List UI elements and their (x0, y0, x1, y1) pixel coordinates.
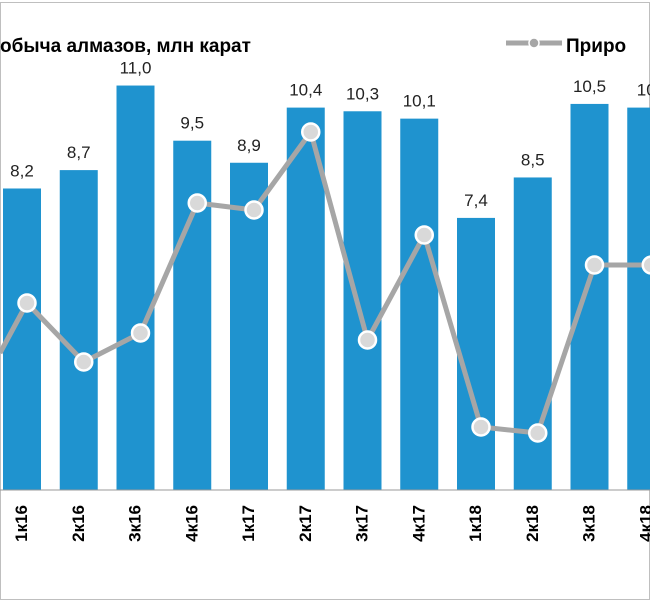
x-tick-label-4к18: 4к18 (636, 505, 650, 542)
line-point-3к16 (130, 323, 151, 343)
x-tick-label-2к18: 2к18 (523, 505, 542, 542)
line-point-1к17 (244, 200, 264, 220)
bar-value-label-1к16: 8,2 (10, 161, 34, 180)
bar-3к18 (570, 103, 609, 490)
bar-1к18 (457, 217, 495, 490)
bar-value-label-3к18: 10,5 (573, 77, 606, 96)
bar-value-label-1к17: 8,9 (237, 136, 261, 155)
bar-value-label-4к18: 10 (637, 81, 650, 100)
bar-4к17 (400, 118, 439, 490)
legend-line-series-label: Приро (566, 36, 626, 57)
bar-4к18 (627, 107, 650, 490)
line-point-1к18 (471, 417, 491, 437)
line-series-group (0, 122, 650, 443)
x-tick-label-4к16: 4к16 (182, 505, 201, 542)
bar-value-label-4к16: 9,5 (180, 114, 204, 133)
line-point-4к16 (187, 193, 207, 213)
bar-2к17 (286, 107, 325, 490)
x-tick-label-2к17: 2к17 (296, 505, 315, 542)
line-point-4к17 (414, 225, 434, 245)
line-point-4к18 (641, 255, 650, 275)
bar-value-label-4к17: 10,1 (403, 92, 436, 111)
x-tick-label-1к17: 1к17 (239, 505, 258, 542)
x-tick-label-4к17: 4к17 (409, 505, 428, 542)
line-point-2к18 (528, 423, 548, 443)
bar-value-label-1к18: 7,4 (464, 191, 488, 210)
bar-3к17 (343, 111, 382, 491)
legend-line-marker (528, 37, 540, 49)
bar-labels-group: 8,2 8,7 11,0 9,5 8,9 10,4 10,3 10,1 7,4 8,5 10,5 10 (10, 59, 650, 210)
legend-bar-series-label: обыча алмазов, млн карат (0, 36, 251, 57)
bar-value-label-3к17: 10,3 (346, 84, 379, 103)
line-point-3к18 (584, 255, 605, 275)
line-point-3к17 (357, 330, 378, 350)
bar-value-label-2к17: 10,4 (289, 81, 322, 100)
bar-value-label-2к16: 8,7 (67, 143, 91, 162)
x-tick-label-1к18: 1к18 (466, 505, 485, 542)
bar-3к16 (116, 85, 155, 491)
line-point-2к16 (74, 352, 94, 372)
x-tick-label-3к17: 3к17 (353, 505, 372, 542)
line-point-2к17 (301, 122, 321, 142)
x-tick-label-1к16: 1к16 (12, 505, 31, 542)
x-tick-labels-group: 1к16 2к16 3к16 4к16 1к17 2к17 3к17 4к17 1к18 2к18… (12, 505, 650, 542)
bar-2к16 (59, 170, 98, 490)
bar-value-label-2к18: 8,5 (521, 150, 545, 169)
legend: обыча алмазов, млн карат Приро (0, 36, 626, 57)
bar-value-label-3к16: 11,0 (120, 59, 152, 78)
x-tick-label-2к16: 2к16 (69, 505, 88, 542)
bar-4к16 (173, 140, 212, 490)
bar-2к18 (513, 177, 552, 490)
line-point-1к16 (17, 293, 37, 313)
x-tick-label-3к16: 3к16 (126, 505, 145, 542)
x-tick-label-3к18: 3к18 (580, 505, 599, 542)
